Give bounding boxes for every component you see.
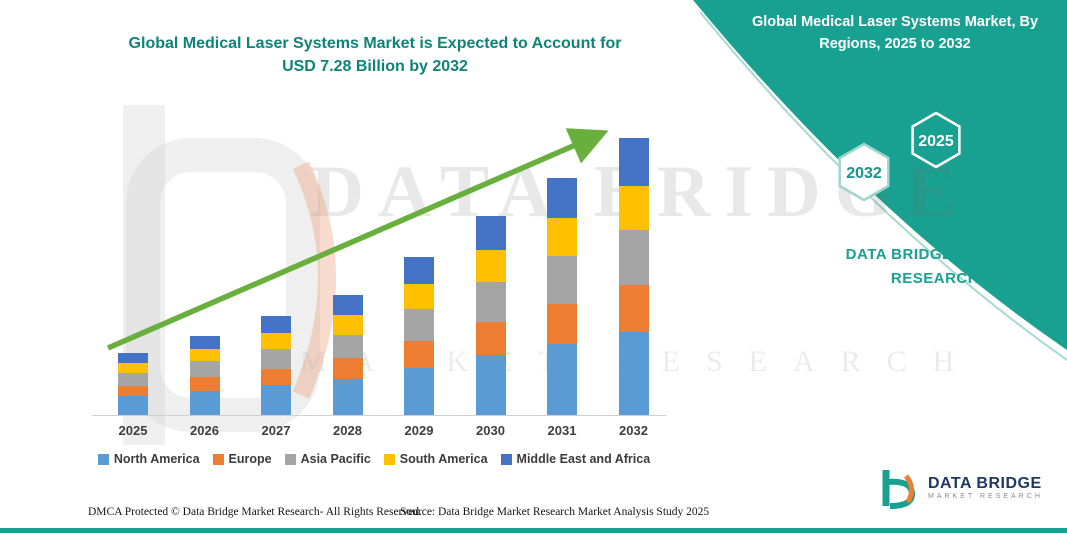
bar-segment — [261, 332, 291, 349]
bar-2026 — [189, 335, 220, 415]
legend-label: South America — [399, 452, 488, 466]
bar-segment — [118, 396, 148, 415]
legend-item: South America — [383, 452, 488, 466]
x-axis-label: 2029 — [404, 423, 434, 438]
legend-label: Europe — [228, 452, 272, 466]
bar-segment — [475, 215, 506, 250]
bar-2030 — [475, 215, 506, 415]
bar-segment — [404, 340, 434, 368]
legend-item: Asia Pacific — [284, 452, 371, 466]
bar-segment — [404, 283, 434, 309]
x-axis-label: 2030 — [476, 423, 505, 438]
bar-segment — [618, 285, 649, 333]
bar-segment — [547, 256, 577, 304]
x-axis-line — [92, 415, 666, 416]
brand-logo-text: DATA BRIDGE MARKET RESEARCH — [928, 475, 1043, 501]
bar-segment — [332, 315, 363, 335]
legend-swatch — [212, 453, 224, 465]
teal-swoosh-accent-line — [699, 11, 1067, 361]
bar-segment — [618, 229, 649, 286]
logo-bowl — [885, 478, 916, 509]
legend-item: Europe — [212, 452, 272, 466]
x-axis-label: 2031 — [547, 423, 577, 438]
bar-segment — [475, 281, 506, 322]
legend-label: North America — [113, 452, 200, 466]
bar-segment — [404, 367, 434, 415]
bar-segment — [189, 391, 220, 415]
bar-segment — [189, 348, 220, 362]
bar-segment — [618, 138, 649, 186]
logo-orange-swoosh — [904, 474, 914, 504]
legend-swatch — [500, 453, 512, 465]
legend-label: Asia Pacific — [300, 452, 371, 466]
bar-segment — [475, 355, 506, 415]
bar-segment — [547, 218, 577, 257]
hexagon-2025-label: 2025 — [918, 133, 954, 150]
x-axis-label: 2032 — [619, 423, 648, 438]
bar-segment — [404, 256, 434, 284]
x-axis-labels: 2025 2026 2027 2028 2029 2030 2031 2032 — [90, 423, 668, 443]
bar-segment — [189, 361, 220, 378]
legend: North America Europe Asia Pacific South Ame… — [78, 452, 670, 466]
x-axis-label: 2025 — [118, 423, 148, 438]
legend-swatch — [97, 453, 109, 465]
chart-title-line1: Global Medical Laser Systems Market is E… — [128, 35, 622, 52]
chart-title: Global Medical Laser Systems Market is E… — [60, 32, 690, 78]
bar-2028 — [332, 295, 363, 415]
bar-segment — [118, 352, 148, 364]
bar-segment — [118, 385, 148, 397]
bar-segment — [332, 295, 363, 316]
footer-dmca-text: DMCA Protected © Data Bridge Market Rese… — [88, 506, 422, 518]
brand-logo-icon — [882, 470, 916, 509]
brand-logo-subtext: MARKET RESEARCH — [928, 493, 1043, 501]
brand-caption: DATA BRIDGE MARKET RESEARCH — [845, 246, 1025, 287]
bar-segment — [404, 309, 434, 341]
bar-segment — [332, 334, 363, 359]
bar-2025 — [118, 352, 148, 415]
bar-segment — [475, 321, 506, 356]
bar-segment — [189, 377, 220, 392]
bar-segment — [547, 177, 577, 219]
legend-swatch — [383, 453, 395, 465]
hexagon-2032-label: 2032 — [846, 165, 882, 182]
bottom-accent-bar — [0, 528, 1067, 533]
bar-segment — [261, 385, 291, 415]
hexagon-2025 — [911, 111, 961, 169]
bar-segment — [118, 373, 148, 386]
bar-2031 — [547, 177, 577, 415]
brand-logo: DATA BRIDGE MARKET RESEARCH — [876, 466, 1043, 510]
panel-title: Global Medical Laser Systems Market, By … — [751, 14, 1039, 52]
legend-label: Middle East and Africa — [516, 452, 651, 466]
legend-item: North America — [97, 452, 200, 466]
bar-segment — [118, 363, 148, 374]
legend-swatch — [284, 453, 296, 465]
bar-segment — [618, 185, 649, 230]
hexagon-2032 — [838, 142, 890, 202]
footer-source-text: Source: Data Bridge Market Research Mark… — [400, 506, 710, 518]
bar-segment — [261, 348, 291, 369]
brand-logo-name: DATA BRIDGE — [928, 474, 1042, 492]
bar-segment — [261, 368, 291, 386]
bar-segment — [332, 378, 363, 415]
x-axis-label: 2027 — [261, 423, 291, 438]
bar-segment — [475, 249, 506, 282]
bar-segment — [332, 358, 363, 379]
bar-2029 — [404, 256, 434, 415]
x-axis-label: 2026 — [190, 423, 219, 438]
bar-2032 — [618, 138, 649, 415]
year-hexagons: 2032 2025 — [838, 111, 961, 202]
x-axis-label: 2028 — [333, 423, 362, 438]
bar-segment — [547, 343, 577, 415]
bars-area — [90, 120, 668, 415]
chart-title-line2: USD 7.28 Billion by 2032 — [282, 58, 468, 76]
bar-segment — [261, 315, 291, 333]
bar-segment — [189, 335, 220, 349]
bar-segment — [547, 303, 577, 344]
legend-item: Middle East and Africa — [500, 452, 651, 466]
bar-segment — [618, 332, 649, 415]
bar-2027 — [261, 315, 291, 415]
